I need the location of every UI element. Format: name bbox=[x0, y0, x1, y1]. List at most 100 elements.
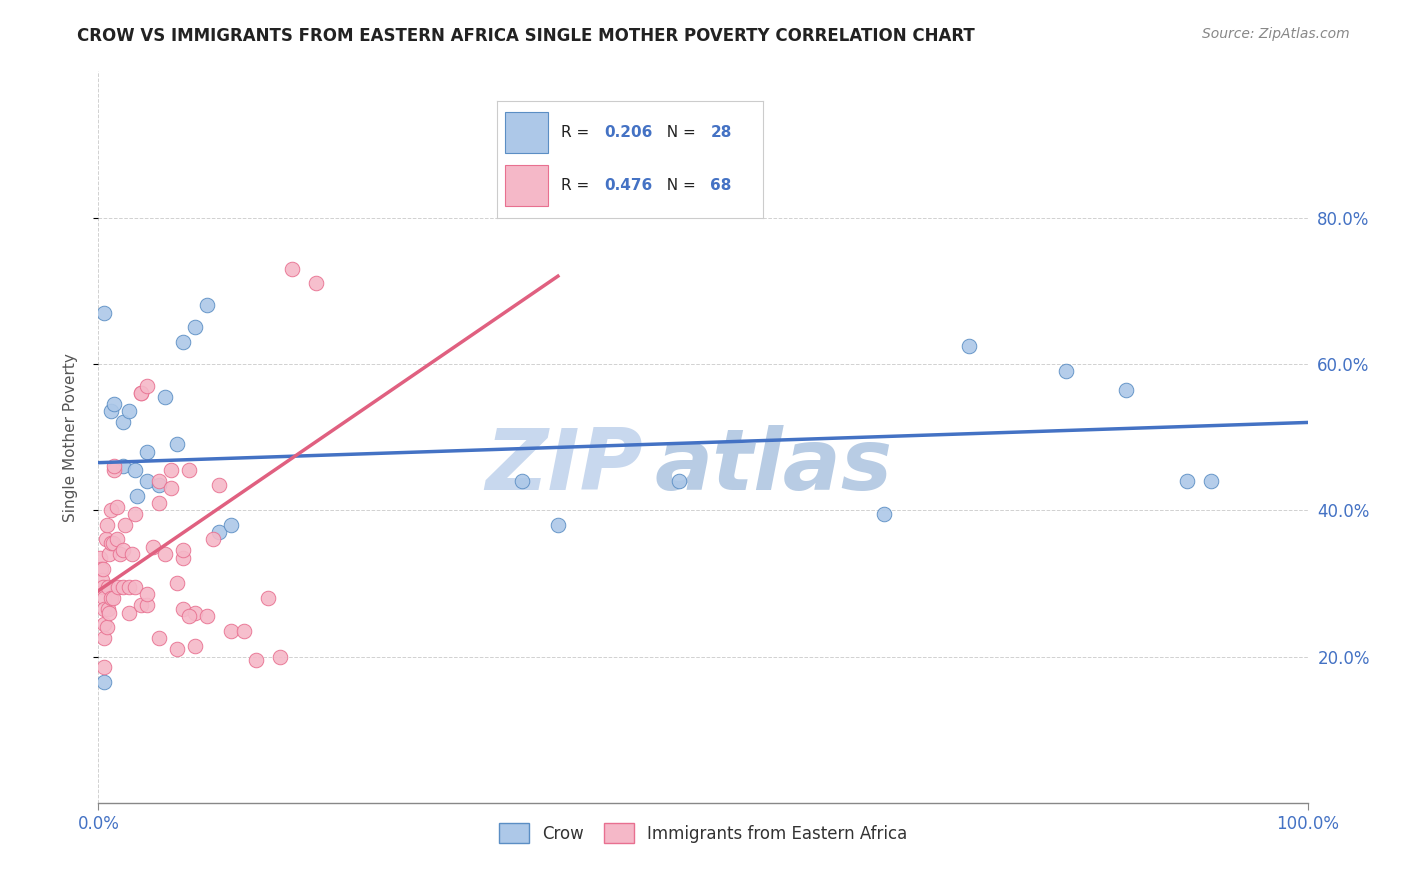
Point bbox=[184, 320, 207, 334]
Point bbox=[135, 379, 157, 393]
Point bbox=[148, 474, 170, 488]
Point bbox=[281, 261, 304, 276]
Point bbox=[166, 437, 188, 451]
Point bbox=[91, 580, 114, 594]
Point bbox=[184, 606, 207, 620]
Point bbox=[96, 517, 118, 532]
Point bbox=[142, 540, 165, 554]
Text: ZIP: ZIP bbox=[485, 425, 643, 508]
Point bbox=[129, 386, 152, 401]
Point bbox=[103, 397, 125, 411]
Point bbox=[166, 642, 188, 657]
Point bbox=[135, 599, 157, 613]
Point bbox=[124, 507, 146, 521]
Point bbox=[256, 591, 278, 605]
Point bbox=[1054, 364, 1077, 378]
Point bbox=[160, 463, 183, 477]
Point bbox=[111, 580, 134, 594]
Point bbox=[94, 533, 117, 547]
Point bbox=[179, 609, 201, 624]
Point bbox=[172, 602, 194, 616]
Point bbox=[91, 562, 114, 576]
Point bbox=[107, 580, 129, 594]
Point bbox=[118, 580, 141, 594]
Point bbox=[135, 474, 157, 488]
Point bbox=[135, 587, 157, 601]
Point bbox=[100, 404, 122, 418]
Point bbox=[93, 306, 115, 320]
Point bbox=[129, 386, 152, 401]
Point bbox=[172, 550, 194, 565]
Point bbox=[114, 517, 136, 532]
Point bbox=[101, 591, 124, 605]
Point bbox=[89, 550, 111, 565]
Point bbox=[118, 404, 141, 418]
Point bbox=[1175, 474, 1198, 488]
Point bbox=[105, 500, 128, 514]
Point bbox=[124, 580, 146, 594]
Point bbox=[90, 562, 112, 576]
Point bbox=[111, 416, 134, 430]
Point bbox=[98, 547, 121, 561]
Point bbox=[179, 463, 201, 477]
Point bbox=[269, 649, 291, 664]
Point bbox=[127, 489, 149, 503]
Point bbox=[108, 547, 131, 561]
Y-axis label: Single Mother Poverty: Single Mother Poverty bbox=[63, 352, 77, 522]
Point bbox=[957, 338, 980, 352]
Point bbox=[166, 576, 188, 591]
Point bbox=[96, 620, 118, 634]
Point bbox=[305, 277, 328, 291]
Point bbox=[100, 536, 122, 550]
Point bbox=[103, 463, 125, 477]
Point bbox=[118, 606, 141, 620]
Text: CROW VS IMMIGRANTS FROM EASTERN AFRICA SINGLE MOTHER POVERTY CORRELATION CHART: CROW VS IMMIGRANTS FROM EASTERN AFRICA S… bbox=[77, 27, 976, 45]
Point bbox=[97, 602, 120, 616]
Legend: Crow, Immigrants from Eastern Africa: Crow, Immigrants from Eastern Africa bbox=[492, 817, 914, 849]
Point bbox=[124, 463, 146, 477]
Point bbox=[121, 547, 143, 561]
Point bbox=[245, 653, 267, 667]
Point bbox=[1199, 474, 1222, 488]
Point bbox=[510, 474, 533, 488]
Point bbox=[153, 390, 176, 404]
Point bbox=[97, 580, 120, 594]
Point bbox=[668, 474, 690, 488]
Point bbox=[111, 543, 134, 558]
Point bbox=[184, 639, 207, 653]
Point bbox=[148, 632, 170, 646]
Point bbox=[1115, 383, 1137, 397]
Point bbox=[100, 503, 122, 517]
Point bbox=[221, 624, 243, 638]
Point bbox=[172, 334, 194, 349]
Point bbox=[105, 533, 128, 547]
Point bbox=[195, 609, 218, 624]
Point bbox=[232, 624, 254, 638]
Point bbox=[148, 477, 170, 491]
Point bbox=[208, 477, 231, 491]
Point bbox=[93, 632, 115, 646]
Text: Source: ZipAtlas.com: Source: ZipAtlas.com bbox=[1202, 27, 1350, 41]
Point bbox=[221, 517, 243, 532]
Point bbox=[153, 547, 176, 561]
Point bbox=[100, 591, 122, 605]
Point bbox=[91, 573, 114, 587]
Point bbox=[101, 536, 124, 550]
Point bbox=[208, 525, 231, 540]
Point bbox=[93, 602, 115, 616]
Point bbox=[93, 675, 115, 690]
Point bbox=[547, 517, 569, 532]
Point bbox=[135, 444, 157, 458]
Point bbox=[111, 459, 134, 474]
Point bbox=[103, 459, 125, 474]
Point bbox=[93, 591, 115, 605]
Point bbox=[160, 481, 183, 495]
Point bbox=[98, 606, 121, 620]
Text: atlas: atlas bbox=[655, 425, 893, 508]
Point bbox=[93, 660, 115, 674]
Point bbox=[202, 533, 225, 547]
Point bbox=[148, 496, 170, 510]
Point bbox=[172, 543, 194, 558]
Point bbox=[873, 507, 896, 521]
Point bbox=[93, 616, 115, 631]
